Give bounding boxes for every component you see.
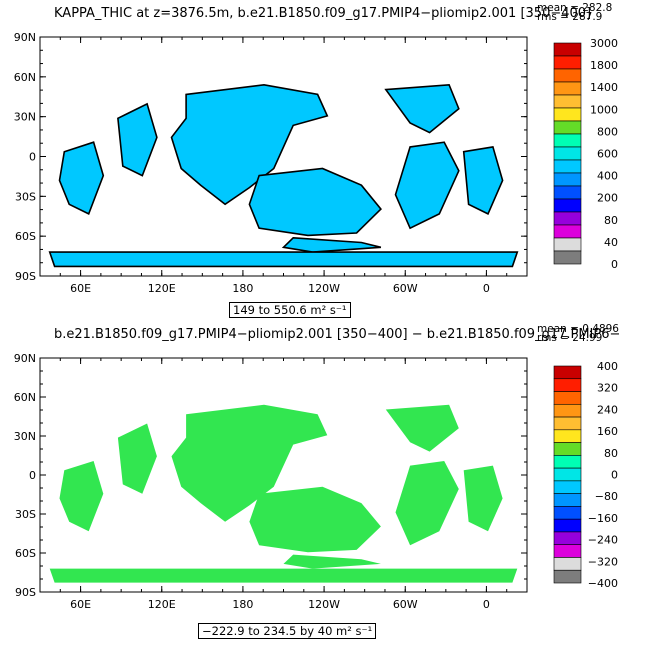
panel2-field-region: [49, 568, 518, 583]
y-tick-label: 90N: [14, 352, 36, 365]
colorbar-label: 800: [597, 125, 618, 138]
panel2-colorbar-box: [553, 544, 582, 558]
x-tick-label: 180: [232, 598, 253, 611]
panel1-stats: mean = 282.8 rms = 287.9: [537, 2, 613, 23]
colorbar-label: 80: [604, 214, 618, 227]
colorbar-label: −320: [588, 555, 618, 568]
panel2-colorbar-box: [553, 569, 582, 584]
panel2-field-region: [385, 404, 459, 452]
x-tick-label: 60E: [70, 282, 91, 295]
x-tick-label: 60W: [393, 282, 418, 295]
y-tick-label: 60N: [14, 391, 36, 404]
y-tick-label: 60S: [15, 547, 36, 560]
panel1-field-region: [58, 141, 105, 216]
colorbar-label: −160: [588, 512, 618, 525]
x-tick-label: 120E: [148, 598, 176, 611]
panel2-field-region: [249, 486, 381, 553]
y-tick-label: 30N: [14, 111, 36, 124]
colorbar-label: 600: [597, 148, 618, 161]
panel2-field-region: [171, 404, 328, 522]
y-tick-label: 90S: [15, 270, 36, 283]
panel2-range-label: −222.9 to 234.5 by 40 m² s⁻¹: [198, 623, 377, 639]
colorbar-label: 1000: [590, 103, 618, 116]
panel2-plot-frame: [39, 357, 528, 593]
panel2-colorbar-box: [553, 403, 582, 418]
x-tick-label: 0: [483, 282, 490, 295]
y-tick-label: 30N: [14, 430, 36, 443]
panel2-colorbar-box: [553, 467, 582, 482]
panel2-colorbar-box: [553, 391, 582, 405]
colorbar-label: 200: [597, 192, 618, 205]
colorbar-label: 0: [611, 258, 618, 271]
colorbar-label: 240: [597, 403, 618, 416]
panel2-colorbar-box: [553, 416, 582, 431]
panel2-field-region: [395, 461, 459, 546]
x-tick-label: 60W: [393, 598, 418, 611]
panel1-title: KAPPA_THIC at z=3876.5m, b.e21.B1850.f09…: [54, 6, 592, 21]
panel1-rms: rms = 287.9: [537, 11, 603, 23]
y-tick-label: 60S: [15, 230, 36, 243]
panel2-title: b.e21.B1850.f09_g17.PMIP4−pliomip2.001 […: [54, 327, 621, 342]
panel1-field-region: [462, 145, 504, 215]
panel2-colorbar-box: [553, 429, 582, 443]
panel2-mean: mean = 0.4896: [537, 323, 619, 335]
panel2-rms: rms = 24.99: [537, 332, 603, 344]
colorbar-label: 160: [597, 425, 618, 438]
panel1-colorbar-box: [553, 250, 582, 265]
colorbar-label: 400: [597, 170, 618, 183]
colorbar-label: −240: [588, 534, 618, 547]
y-tick-label: 90S: [15, 586, 36, 599]
y-tick-label: 0: [29, 151, 36, 164]
panel1-field-region: [248, 167, 382, 237]
y-tick-label: 90N: [14, 31, 36, 44]
panel2-colorbar-box: [553, 531, 582, 546]
panel2-colorbar-box: [553, 455, 582, 469]
panel1-mean: mean = 282.8: [537, 2, 613, 14]
y-tick-label: 30S: [15, 190, 36, 203]
x-tick-label: 120W: [308, 282, 340, 295]
colorbar-label: 0: [611, 469, 618, 482]
x-tick-label: 120W: [308, 598, 340, 611]
colorbar-label: 1800: [590, 59, 618, 72]
panel1-field-region: [281, 236, 382, 253]
panel1-field-region: [117, 102, 158, 177]
panel2-field-region: [117, 423, 157, 494]
panel1-field-region: [48, 251, 519, 268]
colorbar-label: 80: [604, 447, 618, 460]
colorbar-label: 400: [597, 360, 618, 373]
x-tick-label: 60E: [70, 598, 91, 611]
colorbar-label: −80: [595, 490, 618, 503]
panel2-colorbar-box: [553, 493, 582, 507]
panel2-colorbar-box: [553, 365, 582, 380]
x-tick-label: 180: [232, 282, 253, 295]
panel2-field-region: [59, 461, 104, 532]
panel2-colorbar-box: [553, 518, 582, 533]
y-tick-label: 60N: [14, 71, 36, 84]
panel2-colorbar-box: [553, 506, 582, 520]
panel2-field-region: [463, 465, 503, 532]
colorbar-label: 1400: [590, 81, 618, 94]
x-tick-label: 0: [483, 598, 490, 611]
y-tick-label: 0: [29, 469, 36, 482]
panel2-colorbar-box: [553, 557, 582, 571]
panel2-field-region: [283, 554, 381, 569]
colorbar-label: −400: [588, 577, 618, 590]
colorbar-label: 3000: [590, 37, 618, 50]
colorbar-label: 320: [597, 382, 618, 395]
panel2-colorbar-box: [553, 480, 582, 494]
panel1-field-region: [394, 141, 460, 230]
panel1-field-region: [170, 83, 329, 206]
x-tick-label: 120E: [148, 282, 176, 295]
panel2-colorbar-box: [553, 378, 582, 392]
panel2-stats: mean = 0.4896 rms = 24.99: [537, 323, 619, 344]
colorbar-label: 40: [604, 236, 618, 249]
panel1-field-region: [384, 83, 460, 134]
panel1-range-label: 149 to 550.6 m² s⁻¹: [229, 302, 351, 318]
y-tick-label: 30S: [15, 508, 36, 521]
panel2-colorbar-box: [553, 442, 582, 456]
